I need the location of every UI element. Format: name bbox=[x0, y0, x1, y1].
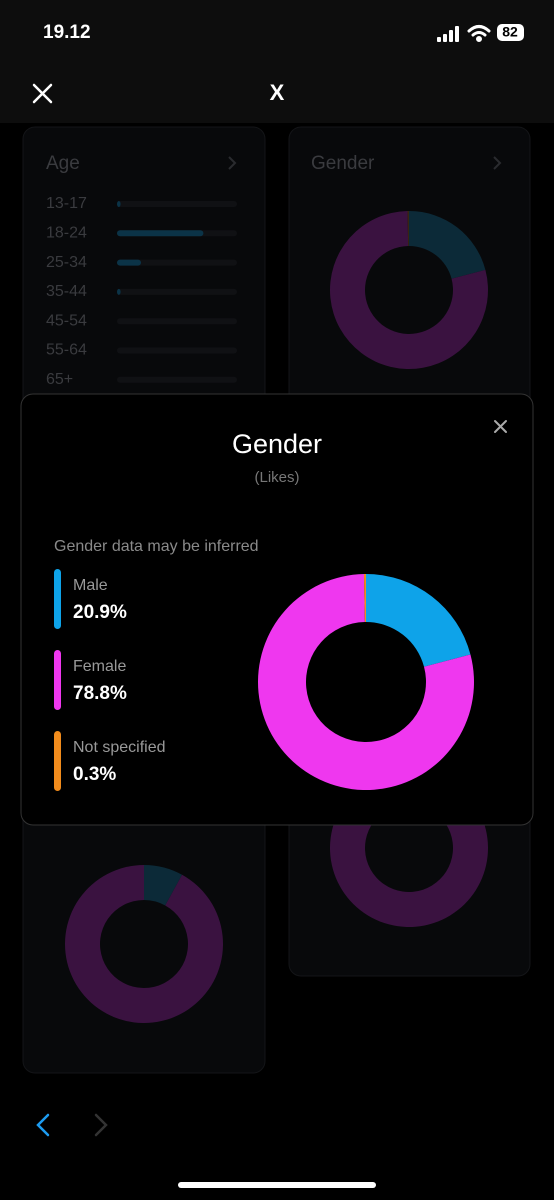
age-label: 65+ bbox=[46, 371, 73, 388]
bar-track bbox=[117, 318, 237, 325]
bar-track bbox=[117, 288, 237, 295]
bar-track bbox=[117, 201, 237, 207]
donut-segment bbox=[409, 211, 486, 279]
gender-chart: Male 20.9% Female 78.8% Not specified 0.3% bbox=[54, 569, 474, 791]
wifi-icon bbox=[467, 25, 491, 42]
modal bbox=[20, 393, 534, 826]
legend-swatch bbox=[54, 650, 61, 710]
age-label: 55-64 bbox=[46, 342, 87, 359]
legend-value: 78.8% bbox=[73, 683, 127, 704]
next-button[interactable] bbox=[94, 1113, 108, 1137]
card-title: Gender bbox=[311, 153, 375, 174]
note: Gender data may be inferred bbox=[54, 538, 259, 555]
chevron bbox=[228, 156, 237, 170]
donut-segment bbox=[407, 211, 409, 247]
donut-segment bbox=[257, 574, 474, 790]
bar bbox=[117, 201, 121, 207]
modal-title: Gender bbox=[232, 429, 322, 459]
donut-segment bbox=[64, 865, 223, 1023]
legend-label: Male bbox=[73, 577, 108, 594]
age-label: 13-17 bbox=[46, 195, 87, 212]
age-label: 35-44 bbox=[46, 283, 87, 300]
modal-subtitle: (Likes) bbox=[254, 469, 299, 486]
donut-segment bbox=[366, 574, 471, 667]
logo: X bbox=[270, 80, 285, 105]
donut-segment bbox=[144, 865, 183, 906]
age-label: 45-54 bbox=[46, 312, 87, 329]
legend-label: Not specified bbox=[73, 739, 166, 756]
top-bar bbox=[0, 0, 554, 123]
bar-track bbox=[117, 259, 237, 266]
battery-level: 82 bbox=[502, 24, 518, 40]
home-indicator bbox=[178, 1182, 376, 1188]
legend-value: 20.9% bbox=[73, 602, 127, 623]
bar-track bbox=[117, 376, 237, 383]
card-title: Age bbox=[46, 153, 80, 174]
prev-button[interactable] bbox=[36, 1113, 50, 1137]
bar bbox=[117, 288, 121, 295]
signal-icon bbox=[437, 26, 459, 42]
legend-swatch bbox=[54, 731, 61, 791]
legend-value: 0.3% bbox=[73, 764, 116, 785]
bar bbox=[117, 259, 141, 266]
legend-label: Female bbox=[73, 658, 126, 675]
chevron bbox=[493, 156, 502, 170]
age-label: 18-24 bbox=[46, 225, 87, 242]
bar-track bbox=[117, 347, 237, 354]
close-button[interactable] bbox=[32, 83, 53, 104]
modal-close[interactable] bbox=[494, 420, 507, 433]
status-time: 19.12 bbox=[43, 22, 91, 43]
battery-icon bbox=[497, 24, 524, 41]
legend-swatch bbox=[54, 569, 61, 629]
donut-segment bbox=[363, 574, 366, 623]
donut-segment bbox=[330, 211, 489, 369]
bar bbox=[117, 230, 204, 237]
age-label: 25-34 bbox=[46, 254, 87, 271]
